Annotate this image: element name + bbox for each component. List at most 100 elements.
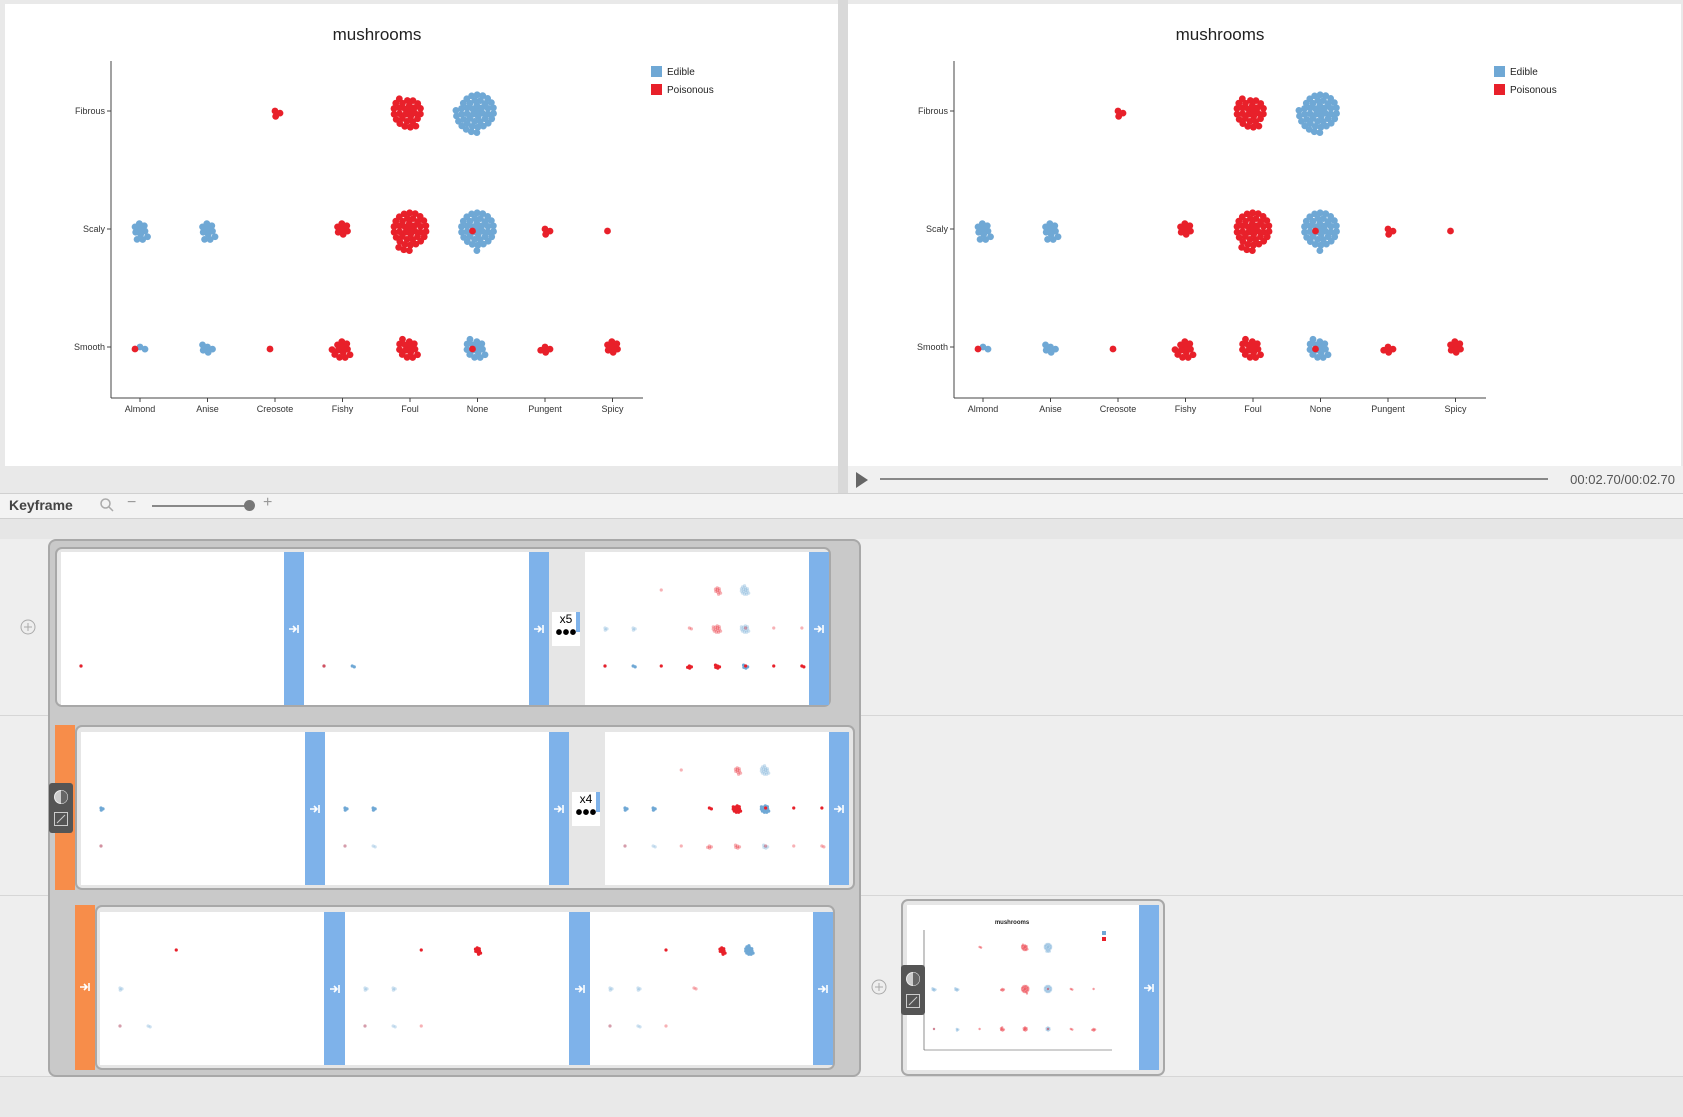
keyframe-thumbnail[interactable] xyxy=(345,912,569,1065)
repeat-label: x4 xyxy=(579,792,593,806)
search-icon[interactable] xyxy=(99,497,115,513)
data-point xyxy=(613,340,621,348)
progress-track[interactable] xyxy=(880,478,1548,480)
legend-label: Edible xyxy=(1510,67,1538,78)
thumbnail-point xyxy=(603,628,607,632)
more-icon[interactable]: ••• xyxy=(555,622,577,644)
minus-icon[interactable]: − xyxy=(127,494,137,511)
keyframe-thumbnail[interactable] xyxy=(585,552,809,705)
y-tick-label: Fibrous xyxy=(75,106,106,116)
thumbnail-point xyxy=(659,588,663,592)
thumbnail-point xyxy=(1048,1028,1051,1031)
data-point xyxy=(390,110,398,118)
data-point xyxy=(395,243,403,251)
x-tick-label: None xyxy=(1310,404,1332,414)
zoom-slider-thumb[interactable] xyxy=(244,500,255,511)
transition-handle[interactable] xyxy=(569,912,590,1065)
repeat-count[interactable]: x5 xyxy=(552,612,580,646)
thumbnail-point xyxy=(623,844,627,848)
thumbnail-point xyxy=(638,1025,642,1029)
x-tick-label: Fishy xyxy=(1175,404,1197,414)
keyframe-thumbnail[interactable] xyxy=(304,552,529,705)
transition-handle[interactable] xyxy=(829,732,849,885)
thumbnail-point xyxy=(1049,945,1053,948)
data-point xyxy=(1042,341,1049,349)
data-point xyxy=(1316,209,1324,217)
keyframe-thumbnail[interactable]: mushrooms xyxy=(907,905,1139,1070)
thumbnail-point xyxy=(1093,1028,1097,1031)
thumbnail-point xyxy=(715,586,719,590)
keyframe-thumbnail[interactable] xyxy=(590,912,813,1065)
data-point xyxy=(1327,222,1335,230)
data-point xyxy=(473,209,481,217)
thumbnail-point xyxy=(1045,990,1049,994)
thumbnail-point xyxy=(1048,946,1051,949)
thumbnail-point xyxy=(1046,1026,1050,1029)
thumbnail-point xyxy=(820,806,824,810)
transition-handle[interactable] xyxy=(284,552,304,705)
thumbnail-point xyxy=(1024,989,1027,992)
thumbnail-point xyxy=(1020,986,1024,990)
plus-icon[interactable]: + xyxy=(263,494,273,511)
transition-handle[interactable] xyxy=(813,912,833,1065)
edit-icon[interactable] xyxy=(53,811,69,827)
transition-handle[interactable] xyxy=(1139,905,1159,1070)
pane-divider[interactable] xyxy=(838,0,848,493)
thumbnail-point xyxy=(955,1027,958,1031)
thumbnail-point xyxy=(1023,990,1026,994)
repeat-count[interactable]: x4 xyxy=(572,792,600,826)
thumbnail-point xyxy=(761,843,766,847)
data-point xyxy=(474,123,482,131)
thumbnail-point xyxy=(759,805,763,809)
transition-handle[interactable] xyxy=(549,732,569,885)
data-point xyxy=(490,110,497,117)
thumbnail-point xyxy=(623,808,627,812)
row-marker[interactable] xyxy=(75,905,95,1070)
thumbnail-point xyxy=(715,624,719,628)
data-point xyxy=(1233,223,1241,230)
transition-handle[interactable] xyxy=(809,552,829,705)
thumbnail-point xyxy=(978,1027,981,1031)
thumbnail-point xyxy=(741,625,746,629)
data-point xyxy=(405,247,413,254)
zoom-slider[interactable] xyxy=(152,505,252,507)
data-point xyxy=(1243,246,1251,254)
thumbnail-point xyxy=(743,624,747,628)
transition-handle[interactable] xyxy=(305,732,325,885)
add-circle-icon[interactable] xyxy=(20,619,36,635)
data-point xyxy=(542,230,550,238)
thumbnail-point xyxy=(1002,988,1006,991)
keyframe-thumbnail[interactable] xyxy=(61,552,284,705)
data-point xyxy=(1333,110,1340,117)
transition-handle[interactable] xyxy=(529,552,549,705)
thumbnail-point xyxy=(1092,1029,1095,1032)
keyframe-thumbnail[interactable] xyxy=(100,912,324,1065)
play-icon[interactable] xyxy=(856,472,868,488)
keyframe-thumbnail[interactable] xyxy=(325,732,549,885)
thumbnail-point xyxy=(1047,984,1051,988)
edit-icon[interactable] xyxy=(905,993,921,1009)
data-point xyxy=(141,345,149,353)
add-circle-icon[interactable] xyxy=(871,979,887,995)
thumbnail-point xyxy=(1048,988,1051,991)
thumbnail-point xyxy=(731,805,735,809)
data-point xyxy=(1259,110,1267,118)
data-point xyxy=(1330,217,1338,224)
x-tick-label: None xyxy=(467,404,489,414)
thumbnail-point xyxy=(352,665,356,669)
contrast-icon[interactable] xyxy=(905,971,921,987)
thumbnail-point xyxy=(1023,1026,1027,1029)
thumbnail-point xyxy=(742,584,747,588)
data-point xyxy=(1238,243,1246,251)
contrast-icon[interactable] xyxy=(53,789,69,805)
more-icon[interactable]: ••• xyxy=(575,802,597,824)
transition-handle[interactable] xyxy=(324,912,345,1065)
data-point xyxy=(1249,123,1257,131)
thumbnail-point xyxy=(1071,1028,1074,1031)
thumbnail-point xyxy=(419,1024,423,1028)
thumbnail-point xyxy=(764,846,768,850)
keyframe-thumbnail[interactable] xyxy=(605,732,829,885)
x-tick-label: Pungent xyxy=(1371,404,1405,414)
thumbnail-point xyxy=(715,626,720,630)
keyframe-thumbnail[interactable] xyxy=(81,732,305,885)
